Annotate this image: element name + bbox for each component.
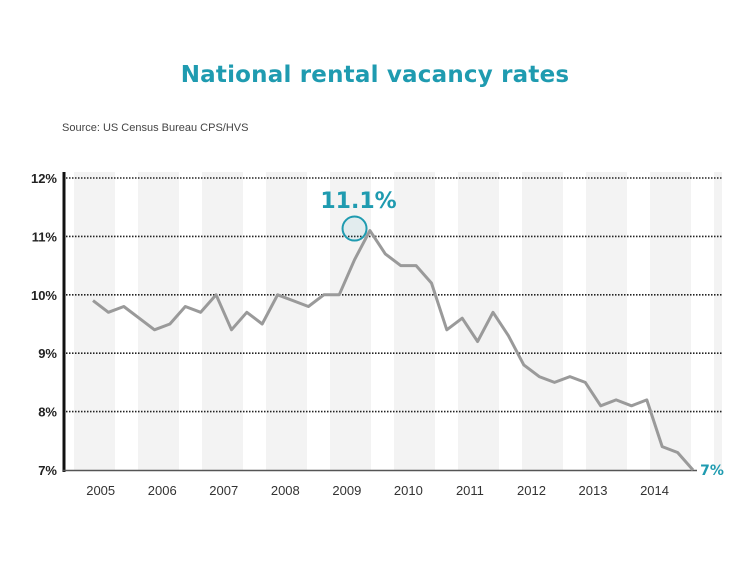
x-tick-label: 2007	[209, 483, 238, 498]
background-stripe	[691, 172, 714, 470]
x-tick-label: 2013	[579, 483, 608, 498]
y-tick-label: 11%	[32, 229, 58, 244]
x-tick-label: 2008	[271, 483, 300, 498]
peak-highlight-circle	[341, 215, 368, 242]
background-stripe	[627, 172, 650, 470]
background-stripe	[115, 172, 138, 470]
background-stripe	[435, 172, 458, 470]
end-annotation: 7%	[700, 463, 724, 479]
background-stripe	[243, 172, 266, 470]
x-tick-label: 2010	[394, 483, 423, 498]
chart-title: National rental vacancy rates	[180, 62, 570, 88]
x-tick-label: 2006	[148, 483, 177, 498]
x-tick-label: 2011	[456, 483, 484, 498]
background-stripe	[66, 172, 74, 470]
background-stripe	[499, 172, 522, 470]
x-tick-label: 2009	[332, 483, 361, 498]
background-stripe	[307, 172, 330, 470]
background-stripe	[179, 172, 202, 470]
y-tick-label: 8%	[38, 405, 57, 420]
y-tick-label: 9%	[38, 346, 57, 361]
background-stripe	[563, 172, 586, 470]
y-tick-label: 12%	[31, 171, 57, 186]
x-tick-label: 2005	[86, 483, 115, 498]
background-stripe	[371, 172, 394, 470]
x-tick-label: 2014	[640, 483, 669, 498]
y-tick-label: 10%	[31, 288, 57, 303]
peak-annotation: 11.1%	[320, 189, 396, 214]
y-tick-label: 7%	[38, 463, 57, 478]
x-tick-label: 2012	[517, 483, 546, 498]
series-line	[92, 229, 695, 471]
chart-source: Source: US Census Bureau CPS/HVS	[62, 122, 249, 134]
